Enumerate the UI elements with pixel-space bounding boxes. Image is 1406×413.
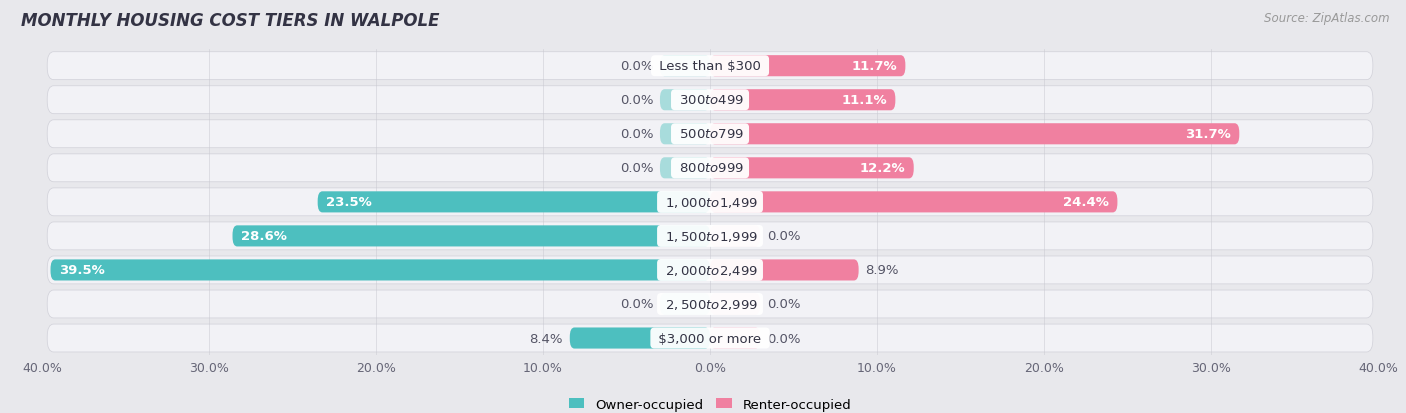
- FancyBboxPatch shape: [48, 87, 1372, 114]
- Text: $1,500 to $1,999: $1,500 to $1,999: [661, 229, 759, 243]
- Text: Less than $300: Less than $300: [655, 60, 765, 73]
- Text: 11.1%: 11.1%: [841, 94, 887, 107]
- Text: 8.9%: 8.9%: [865, 264, 898, 277]
- Text: 23.5%: 23.5%: [326, 196, 371, 209]
- FancyBboxPatch shape: [48, 324, 1372, 352]
- Text: $500 to $799: $500 to $799: [675, 128, 745, 141]
- FancyBboxPatch shape: [710, 294, 761, 315]
- Text: $2,500 to $2,999: $2,500 to $2,999: [661, 297, 759, 311]
- FancyBboxPatch shape: [659, 294, 710, 315]
- Text: 0.0%: 0.0%: [766, 230, 800, 243]
- Legend: Owner-occupied, Renter-occupied: Owner-occupied, Renter-occupied: [564, 392, 856, 413]
- Text: 0.0%: 0.0%: [620, 298, 654, 311]
- Text: 12.2%: 12.2%: [859, 162, 905, 175]
- Text: $800 to $999: $800 to $999: [675, 162, 745, 175]
- FancyBboxPatch shape: [48, 52, 1372, 81]
- FancyBboxPatch shape: [710, 260, 859, 281]
- FancyBboxPatch shape: [710, 124, 1239, 145]
- FancyBboxPatch shape: [48, 188, 1372, 216]
- FancyBboxPatch shape: [48, 223, 1372, 250]
- FancyBboxPatch shape: [48, 256, 1372, 284]
- Text: 8.4%: 8.4%: [530, 332, 562, 345]
- Text: 39.5%: 39.5%: [59, 264, 104, 277]
- FancyBboxPatch shape: [659, 158, 710, 179]
- FancyBboxPatch shape: [710, 192, 1118, 213]
- Text: MONTHLY HOUSING COST TIERS IN WALPOLE: MONTHLY HOUSING COST TIERS IN WALPOLE: [21, 12, 440, 30]
- Text: 0.0%: 0.0%: [620, 60, 654, 73]
- FancyBboxPatch shape: [569, 328, 710, 349]
- Text: Source: ZipAtlas.com: Source: ZipAtlas.com: [1264, 12, 1389, 25]
- FancyBboxPatch shape: [48, 290, 1372, 318]
- Text: 0.0%: 0.0%: [766, 332, 800, 345]
- FancyBboxPatch shape: [710, 56, 905, 77]
- FancyBboxPatch shape: [659, 124, 710, 145]
- Text: 0.0%: 0.0%: [620, 128, 654, 141]
- FancyBboxPatch shape: [710, 158, 914, 179]
- Text: 0.0%: 0.0%: [620, 162, 654, 175]
- Text: 11.7%: 11.7%: [852, 60, 897, 73]
- FancyBboxPatch shape: [48, 121, 1372, 148]
- Text: 24.4%: 24.4%: [1063, 196, 1109, 209]
- FancyBboxPatch shape: [318, 192, 710, 213]
- FancyBboxPatch shape: [659, 90, 710, 111]
- FancyBboxPatch shape: [232, 226, 710, 247]
- Text: 0.0%: 0.0%: [620, 94, 654, 107]
- FancyBboxPatch shape: [48, 154, 1372, 182]
- Text: $300 to $499: $300 to $499: [675, 94, 745, 107]
- FancyBboxPatch shape: [710, 226, 761, 247]
- FancyBboxPatch shape: [51, 260, 710, 281]
- Text: 0.0%: 0.0%: [766, 298, 800, 311]
- Text: 31.7%: 31.7%: [1185, 128, 1232, 141]
- Text: $1,000 to $1,499: $1,000 to $1,499: [661, 195, 759, 209]
- FancyBboxPatch shape: [659, 56, 710, 77]
- Text: $3,000 or more: $3,000 or more: [654, 332, 766, 345]
- Text: $2,000 to $2,499: $2,000 to $2,499: [661, 263, 759, 277]
- Text: 28.6%: 28.6%: [240, 230, 287, 243]
- FancyBboxPatch shape: [710, 328, 761, 349]
- FancyBboxPatch shape: [710, 90, 896, 111]
